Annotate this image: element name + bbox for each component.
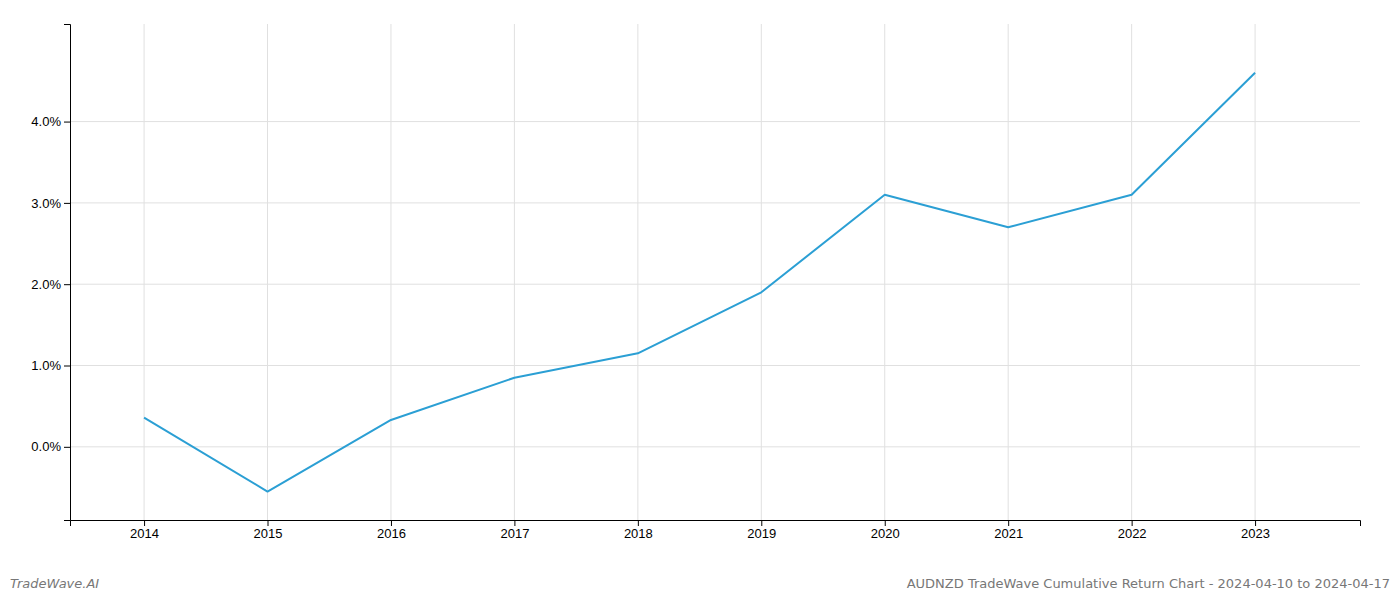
tick-mark xyxy=(144,520,145,526)
tick-label: 2.0% xyxy=(31,277,61,292)
grid-line xyxy=(1131,24,1132,520)
tick-mark xyxy=(268,520,269,526)
tick-label: 2022 xyxy=(1118,526,1147,541)
grid-line xyxy=(1255,24,1256,520)
tick-mark xyxy=(64,447,70,448)
tick-label: 2020 xyxy=(871,526,900,541)
plot-area xyxy=(144,73,1255,492)
tick: 3.0% xyxy=(31,196,70,211)
tick-mark xyxy=(1008,520,1009,526)
tick-label: 2016 xyxy=(377,526,406,541)
tick-label: 0.0% xyxy=(31,439,61,454)
tick-label: 2018 xyxy=(624,526,653,541)
tick-label: 1.0% xyxy=(31,358,61,373)
tick: 2015 xyxy=(254,520,283,541)
tick-mark xyxy=(64,284,70,285)
title: AUDNZD TradeWave Cumulative Return Chart… xyxy=(907,576,1390,591)
grid-line xyxy=(637,24,638,520)
watermark: TradeWave.AI xyxy=(10,576,99,591)
grid-line xyxy=(884,24,885,520)
tick-mark xyxy=(64,122,70,123)
tick: 2022 xyxy=(1118,520,1147,541)
tick-label: 2021 xyxy=(994,526,1023,541)
tick: 2.0% xyxy=(31,277,70,292)
grid-line xyxy=(70,284,1360,285)
tick: 2019 xyxy=(747,520,776,541)
axis-line xyxy=(64,25,71,521)
grid-line xyxy=(761,24,762,520)
grid-line xyxy=(144,24,145,520)
chart: 2014 2015 2016 2017 2018 2019 2020 2021 2022 2023… xyxy=(0,0,1400,600)
tick-label: 2023 xyxy=(1241,526,1270,541)
grid-line xyxy=(1008,24,1009,520)
tick-mark xyxy=(64,203,70,204)
tick-label: 4.0% xyxy=(31,114,61,129)
tick-mark xyxy=(391,520,392,526)
tick: 1.0% xyxy=(31,358,70,373)
tick: 2017 xyxy=(500,520,529,541)
tick: 2018 xyxy=(624,520,653,541)
tick: 4.0% xyxy=(31,114,70,129)
tick-mark xyxy=(761,520,762,526)
tick-label: 2017 xyxy=(500,526,529,541)
tick-mark xyxy=(514,520,515,526)
y-axis: 0.0% 1.0% 2.0% 3.0% 4.0% xyxy=(31,25,70,521)
axis-line xyxy=(71,521,1361,527)
grid xyxy=(70,24,1360,520)
tick-label: 3.0% xyxy=(31,196,61,211)
tick: 2014 xyxy=(130,520,159,541)
tick-mark xyxy=(1132,520,1133,526)
grid-line xyxy=(267,24,268,520)
tick-mark xyxy=(1255,520,1256,526)
tick: 2023 xyxy=(1241,520,1270,541)
tick-mark xyxy=(638,520,639,526)
grid-line xyxy=(70,121,1360,122)
tick: 2021 xyxy=(994,520,1023,541)
grid-line xyxy=(70,202,1360,203)
grid-line xyxy=(390,24,391,520)
x-axis: 2014 2015 2016 2017 2018 2019 2020 2021 2022 2023 xyxy=(71,520,1361,541)
tick-label: 2014 xyxy=(130,526,159,541)
tick: 0.0% xyxy=(31,439,70,454)
line xyxy=(144,73,1255,492)
tick-mark xyxy=(885,520,886,526)
tick-label: 2015 xyxy=(254,526,283,541)
grid-line xyxy=(70,365,1360,366)
grid-line xyxy=(514,24,515,520)
tick: 2016 xyxy=(377,520,406,541)
tick-mark xyxy=(64,366,70,367)
tick-label: 2019 xyxy=(747,526,776,541)
grid-line xyxy=(70,446,1360,447)
tick: 2020 xyxy=(871,520,900,541)
